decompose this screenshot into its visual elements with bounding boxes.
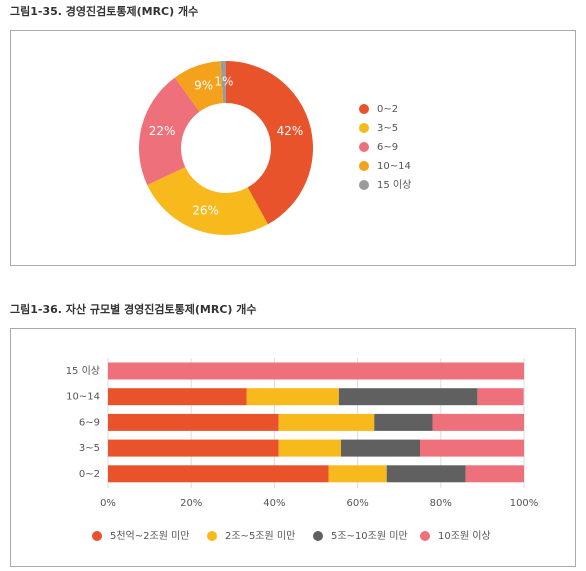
x-tick-label: 80% [430,498,452,509]
bar [278,413,375,431]
frame [10,328,576,567]
legend-marker [92,531,102,541]
chart-title: 그림1-36. 자산 규모별 경영진검토통제(MRC) 개수 [10,302,257,316]
bar [246,388,339,406]
legend-label: 10조원 이상 [438,530,491,542]
donut-slice [139,77,200,186]
x-tick-label: 40% [263,498,285,509]
legend-marker [359,180,369,190]
donut-slice [174,61,224,112]
bar [465,465,524,483]
bar [108,465,329,483]
y-tick-label: 10~14 [66,392,100,403]
bar [338,388,478,406]
legend-label: 6~9 [377,142,398,153]
x-tick-label: 20% [180,498,202,509]
data-label: 42% [277,124,304,138]
y-tick-label: 15 이상 [66,365,100,377]
legend-label: 0~2 [377,104,398,115]
x-tick-label: 100% [510,498,539,509]
bar [108,413,279,431]
bar [420,439,524,457]
bar [108,388,247,406]
x-tick-label: 0% [100,498,116,509]
bar [278,439,341,457]
data-label: 1% [214,75,233,89]
legend-label: 5천억~2조원 미만 [110,530,189,542]
chart-title: 그림1-35. 경영진검토통제(MRC) 개수 [10,4,198,18]
donut-slice [220,61,226,104]
donut-slice [226,61,313,225]
donut-slice [147,167,268,235]
data-label: 26% [192,203,219,217]
legend-marker [313,531,323,541]
bar [328,465,387,483]
legend-marker [207,531,217,541]
bar [477,388,524,406]
legend-label: 15 이상 [377,179,411,191]
legend-marker [359,142,369,152]
bar [386,465,466,483]
legend-label: 10~14 [377,161,411,172]
legend-label: 2조~5조원 미만 [225,530,295,542]
legend-label: 5조~10조원 미만 [331,530,408,542]
legend-marker [359,123,369,133]
legend-marker [420,531,430,541]
data-label: 22% [149,124,176,138]
y-tick-label: 3~5 [79,443,100,454]
y-tick-label: 6~9 [79,417,100,428]
bar [108,439,279,457]
bar [340,439,420,457]
frame [10,30,576,266]
legend-marker [359,161,369,171]
y-tick-label: 0~2 [79,469,100,480]
legend-marker [359,104,369,114]
bar [108,362,524,380]
legend-label: 3~5 [377,123,398,134]
bar [374,413,433,431]
data-label: 9% [194,78,213,92]
x-tick-label: 60% [346,498,368,509]
bar [432,413,524,431]
